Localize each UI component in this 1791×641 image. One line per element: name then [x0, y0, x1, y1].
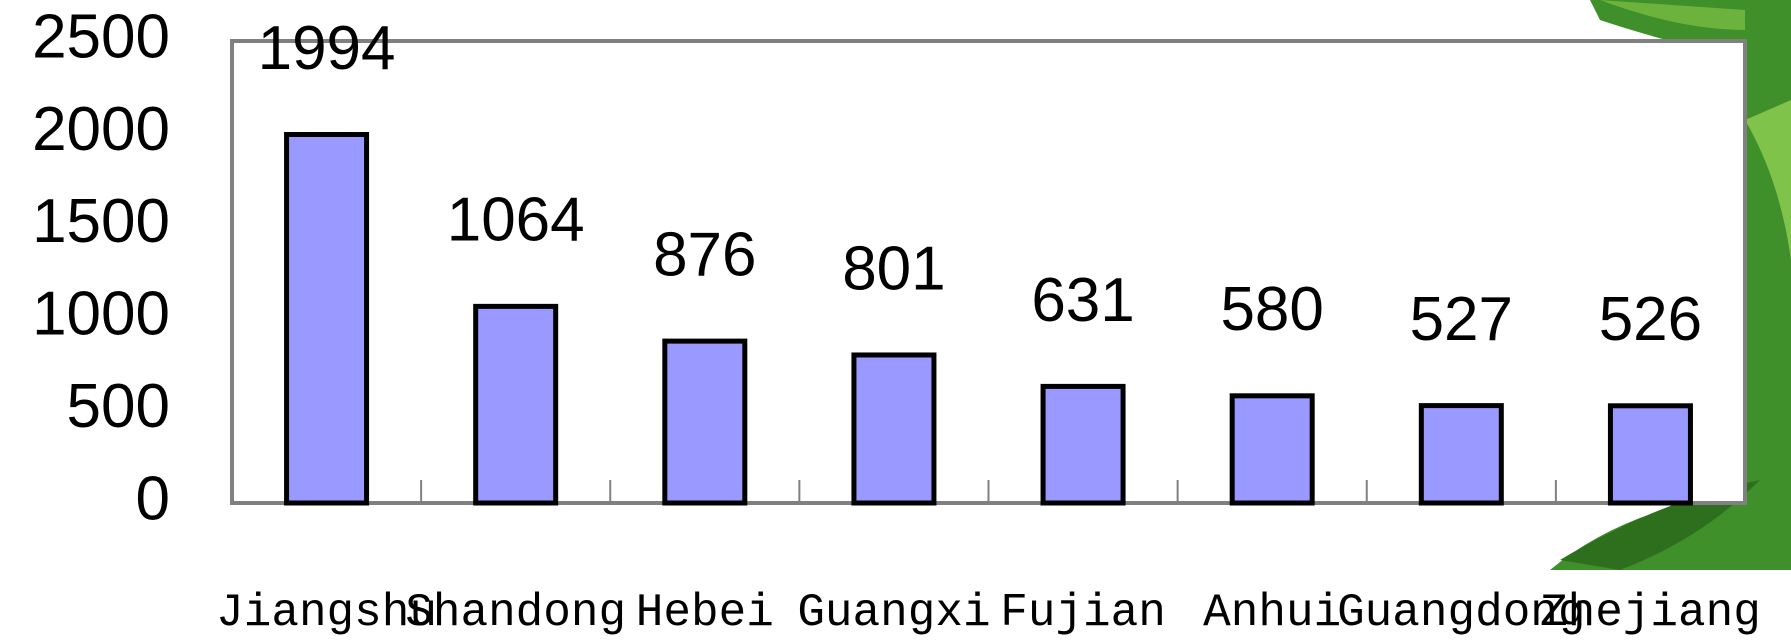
value-label: 876 — [653, 220, 756, 289]
y-tick-label: 2500 — [32, 2, 170, 71]
value-label: 580 — [1220, 275, 1323, 344]
y-tick-label: 1000 — [32, 280, 170, 349]
y-tick-label: 1500 — [32, 187, 170, 256]
x-tick-label: Shandong — [405, 587, 626, 639]
value-label: 631 — [1031, 266, 1134, 335]
plot-area — [230, 39, 1747, 505]
bar — [1040, 383, 1126, 506]
y-tick-label: 2000 — [32, 95, 170, 164]
value-label: 1994 — [258, 14, 396, 83]
value-label: 527 — [1410, 285, 1513, 354]
x-tick-label: Fujian — [1000, 587, 1166, 639]
y-tick-label: 0 — [136, 464, 170, 533]
bar — [851, 352, 937, 506]
x-tick-label: Jiangshu — [216, 587, 437, 639]
bar — [1418, 403, 1504, 506]
x-tick-label: Anhui — [1203, 587, 1341, 639]
x-tick-label: Guangdong — [1337, 587, 1585, 639]
y-tick-label: 500 — [67, 372, 170, 441]
value-label: 526 — [1599, 285, 1702, 354]
x-tick-label: Zhejiang — [1540, 587, 1761, 639]
bar — [662, 338, 748, 506]
value-label: 801 — [842, 234, 945, 303]
x-tick-label: Hebei — [636, 587, 774, 639]
x-tick-label: Guangxi — [797, 587, 990, 639]
bar — [284, 132, 370, 506]
bar — [473, 303, 559, 506]
bar — [1229, 393, 1315, 506]
bar — [1607, 403, 1693, 506]
value-label: 1064 — [447, 186, 585, 255]
